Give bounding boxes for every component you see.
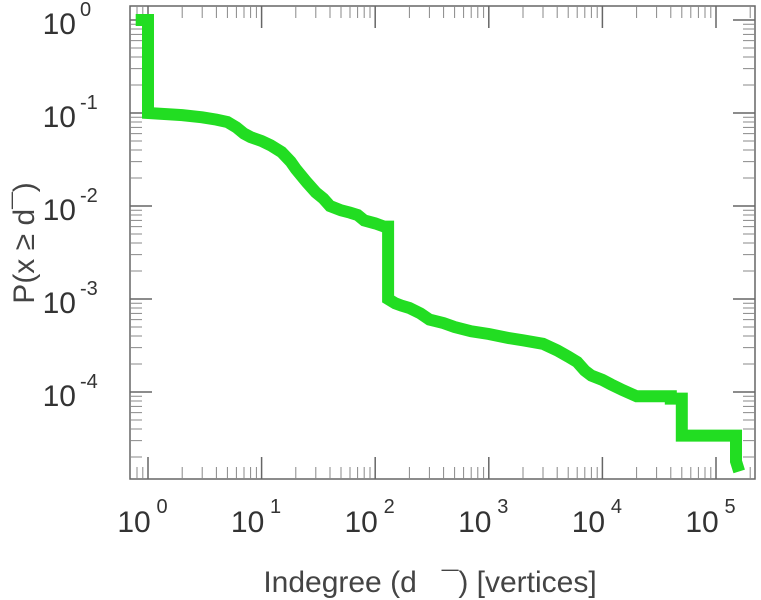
x-tick-label: 10 (345, 506, 378, 539)
x-tick-labels: 10 0 10 1 10 2 10 3 10 4 10 5 (117, 496, 735, 539)
y-tick-label: 10 (43, 287, 76, 320)
x-axis-label: Indegree (d ¯) [vertices] (263, 566, 596, 599)
y-tick-label: 10 (43, 194, 76, 227)
plot-frame (129, 5, 756, 480)
x-tick-label: 10 (117, 506, 150, 539)
y-tick-label-exponent: -1 (80, 92, 98, 114)
y-tick-label-exponent: -2 (80, 185, 98, 207)
y-tick-label-exponent: 0 (80, 0, 91, 21)
y-tick-label-exponent: -4 (80, 371, 98, 393)
x-tick-label: 10 (685, 506, 718, 539)
y-tick-label: 10 (43, 380, 76, 413)
minor-ticks (130, 6, 755, 479)
y-tick-label: 10 (43, 8, 76, 41)
y-tick-label-exponent: -3 (80, 278, 98, 300)
x-tick-label-exponent: 4 (611, 496, 622, 518)
x-tick-label-exponent: 3 (497, 496, 508, 518)
x-tick-label: 10 (458, 506, 491, 539)
y-axis-label: P(x ≥ d¯) (8, 182, 41, 303)
x-tick-label-exponent: 1 (270, 496, 281, 518)
y-tick-label: 10 (43, 101, 76, 134)
x-tick-label-exponent: 2 (384, 496, 395, 518)
x-tick-label-exponent: 5 (724, 496, 735, 518)
x-tick-label: 10 (231, 506, 264, 539)
ccdf-series-line (135, 14, 745, 474)
major-ticks (130, 6, 755, 479)
x-tick-label: 10 (572, 506, 605, 539)
x-tick-label-exponent: 0 (156, 496, 167, 518)
